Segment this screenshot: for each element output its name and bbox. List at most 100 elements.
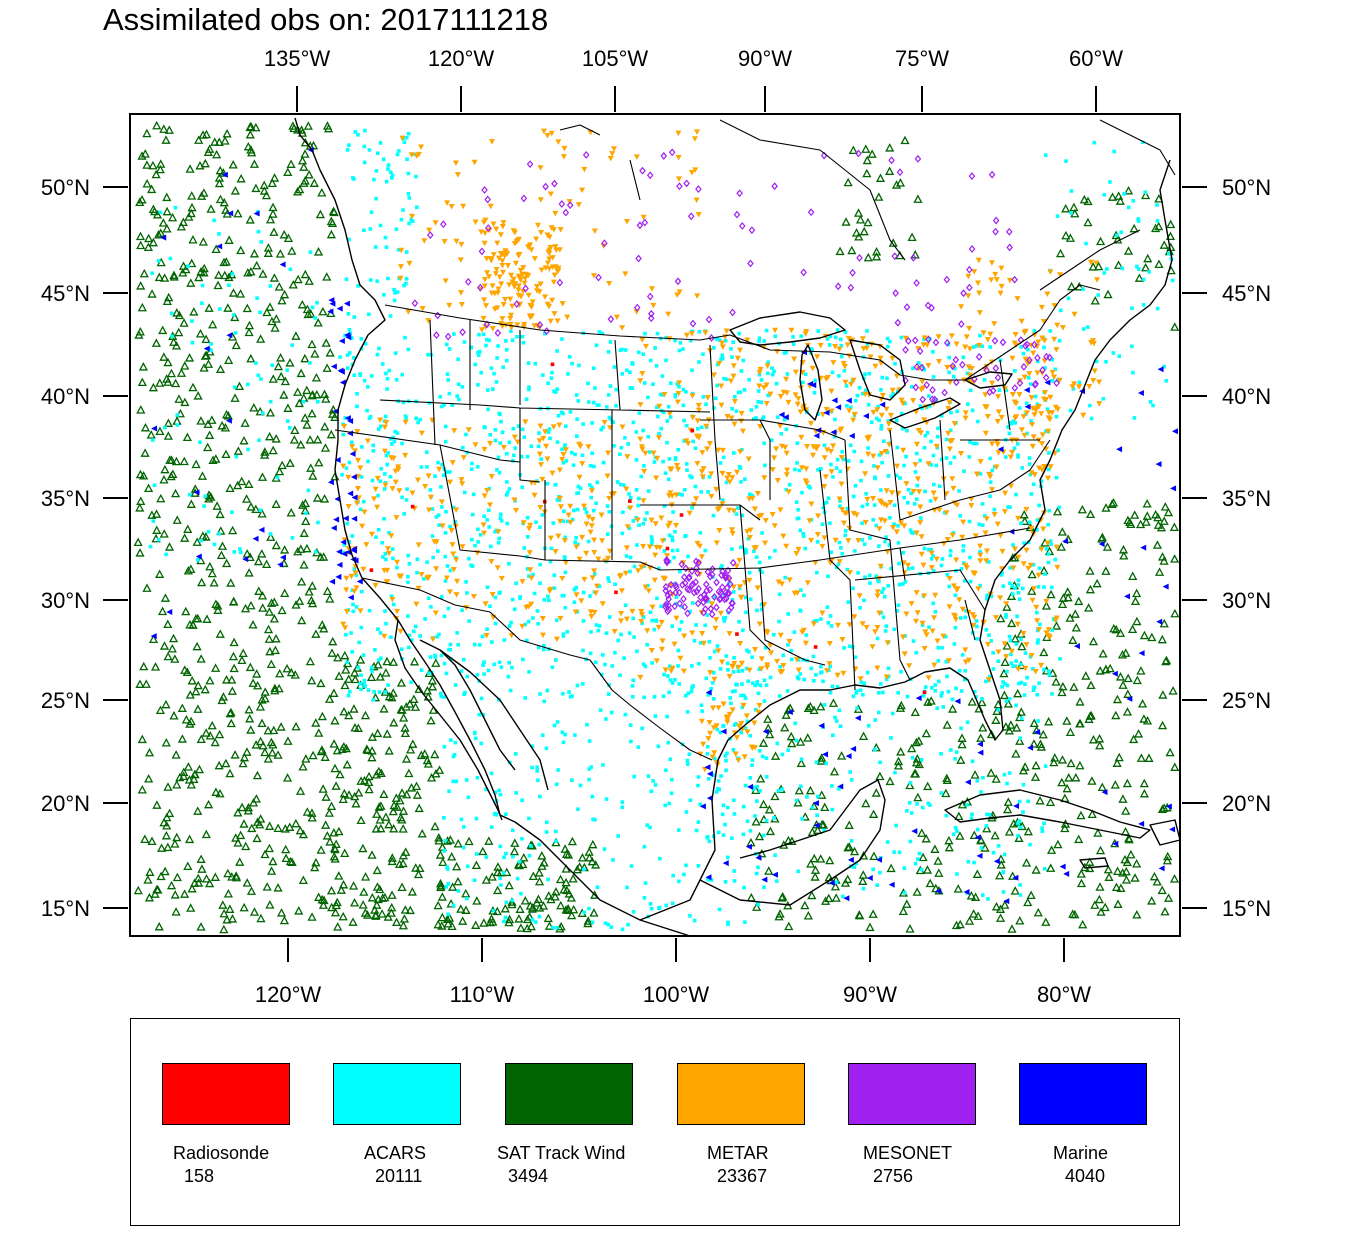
acars-mark bbox=[414, 174, 418, 179]
metar-mark bbox=[946, 604, 953, 610]
acars-mark bbox=[1040, 826, 1044, 830]
acars-mark bbox=[747, 570, 752, 575]
metar-mark bbox=[798, 434, 805, 441]
sat-wind-mark bbox=[886, 863, 896, 873]
sat-wind-mark bbox=[269, 227, 279, 236]
sat-wind-mark bbox=[162, 192, 172, 202]
acars-mark bbox=[345, 148, 350, 152]
sat-wind-mark bbox=[166, 880, 177, 890]
acars-mark bbox=[756, 902, 760, 907]
sat-wind-mark bbox=[320, 443, 331, 452]
acars-mark bbox=[600, 672, 604, 677]
metar-mark bbox=[1094, 277, 1101, 283]
acars-mark bbox=[347, 460, 352, 465]
sat-wind-mark bbox=[1152, 540, 1163, 549]
acars-mark bbox=[354, 573, 358, 577]
acars-mark bbox=[505, 480, 509, 484]
metar-mark bbox=[989, 441, 996, 447]
acars-mark bbox=[442, 695, 446, 699]
sat-wind-mark bbox=[249, 248, 260, 258]
acars-mark bbox=[907, 800, 912, 805]
acars-mark bbox=[473, 543, 477, 548]
acars-mark bbox=[731, 670, 736, 674]
sat-wind-mark bbox=[183, 565, 193, 575]
metar-mark bbox=[674, 399, 681, 406]
acars-mark bbox=[750, 758, 755, 762]
acars-mark bbox=[715, 337, 720, 341]
metar-mark bbox=[821, 484, 828, 490]
metar-mark bbox=[499, 258, 506, 264]
sat-wind-mark bbox=[210, 737, 220, 747]
sat-wind-mark bbox=[1114, 752, 1124, 762]
acars-mark bbox=[488, 544, 493, 549]
metar-mark bbox=[912, 462, 919, 468]
acars-mark bbox=[859, 459, 864, 464]
metar-mark bbox=[998, 414, 1005, 421]
sat-wind-mark bbox=[192, 641, 202, 651]
sat-wind-mark bbox=[155, 426, 165, 436]
metar-mark bbox=[725, 472, 732, 478]
metar-mark bbox=[551, 311, 558, 317]
metar-mark bbox=[785, 399, 792, 406]
acars-mark bbox=[371, 697, 376, 702]
acars-mark bbox=[677, 492, 681, 496]
metar-mark bbox=[598, 512, 605, 518]
acars-mark bbox=[632, 635, 636, 639]
acars-mark bbox=[1016, 453, 1020, 457]
acars-mark bbox=[720, 353, 725, 357]
acars-mark bbox=[190, 319, 194, 323]
acars-mark bbox=[1130, 306, 1134, 311]
sat-wind-mark bbox=[816, 756, 826, 765]
acars-mark bbox=[479, 696, 484, 701]
sat-wind-mark bbox=[159, 352, 169, 361]
sat-wind-mark bbox=[248, 678, 258, 687]
metar-mark bbox=[1035, 572, 1042, 579]
sat-wind-mark bbox=[1123, 689, 1133, 698]
acars-mark bbox=[1009, 661, 1014, 665]
metar-mark bbox=[739, 428, 746, 435]
acars-mark bbox=[923, 489, 927, 494]
sat-wind-mark bbox=[304, 587, 314, 596]
metar-mark bbox=[804, 443, 811, 450]
acars-mark bbox=[690, 506, 694, 510]
acars-mark bbox=[517, 859, 522, 864]
metar-mark bbox=[537, 197, 544, 203]
acars-mark bbox=[663, 471, 668, 476]
acars-mark bbox=[474, 816, 479, 821]
acars-mark bbox=[472, 731, 477, 736]
sat-wind-mark bbox=[888, 238, 898, 247]
acars-mark bbox=[745, 819, 750, 824]
acars-mark bbox=[1132, 416, 1137, 420]
acars-mark bbox=[581, 619, 586, 623]
sat-wind-mark bbox=[568, 874, 578, 883]
sat-wind-mark bbox=[1120, 854, 1130, 864]
acars-mark bbox=[729, 347, 733, 351]
metar-mark bbox=[946, 446, 953, 453]
sat-wind-mark bbox=[976, 835, 986, 844]
metar-mark bbox=[947, 379, 954, 386]
sat-wind-mark bbox=[307, 675, 317, 685]
acars-mark bbox=[726, 668, 730, 672]
metar-mark bbox=[694, 460, 701, 467]
sat-wind-mark bbox=[995, 913, 1006, 922]
sat-wind-mark bbox=[226, 718, 236, 728]
acars-mark bbox=[288, 267, 293, 272]
acars-mark bbox=[756, 399, 761, 404]
metar-mark bbox=[646, 544, 653, 550]
metar-mark bbox=[495, 529, 502, 535]
acars-mark bbox=[780, 752, 785, 757]
acars-mark bbox=[688, 914, 692, 918]
metar-mark bbox=[913, 590, 920, 596]
metar-mark bbox=[1025, 565, 1032, 572]
sat-wind-mark bbox=[895, 703, 906, 712]
acars-mark bbox=[937, 484, 942, 489]
metar-mark bbox=[724, 719, 731, 726]
acars-mark bbox=[206, 529, 211, 534]
acars-mark bbox=[607, 615, 612, 619]
acars-mark bbox=[802, 593, 806, 598]
metar-mark bbox=[931, 662, 938, 669]
acars-mark bbox=[833, 715, 837, 720]
acars-mark bbox=[606, 692, 611, 696]
acars-mark bbox=[560, 593, 565, 598]
sat-wind-mark bbox=[238, 648, 248, 657]
